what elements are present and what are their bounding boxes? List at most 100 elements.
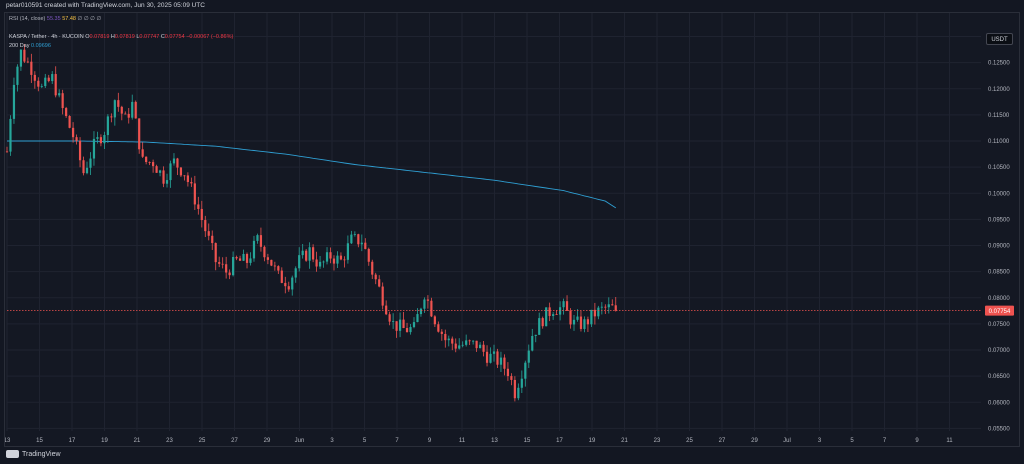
x-tick-label: 15 bbox=[36, 438, 43, 444]
candle-body bbox=[451, 338, 454, 344]
candle-body bbox=[388, 314, 391, 322]
candle-body bbox=[322, 261, 325, 263]
candle-body bbox=[440, 331, 443, 334]
ma-layer bbox=[7, 140, 617, 209]
x-tick-label: 19 bbox=[589, 438, 596, 444]
candle-body bbox=[96, 137, 99, 139]
candle-body bbox=[392, 321, 395, 323]
candle-body bbox=[430, 300, 433, 317]
x-tick-label: 9 bbox=[915, 438, 919, 444]
x-tick-label: 9 bbox=[428, 438, 432, 444]
chart-pane[interactable]: 0.07754 0.130000.125000.120000.115000.11… bbox=[4, 12, 1020, 447]
x-tick-label: 17 bbox=[69, 438, 76, 444]
candle-body bbox=[9, 118, 12, 152]
x-tick-label: 21 bbox=[621, 438, 628, 444]
candle-body bbox=[499, 357, 503, 365]
l-label: L bbox=[136, 34, 140, 40]
ohlc-legend: KASPA / Tether · 4h · KUCOIN O0.07819 H0… bbox=[9, 34, 233, 40]
candle-body bbox=[552, 314, 555, 316]
bottom-bar bbox=[0, 447, 1024, 464]
candle-body bbox=[412, 322, 416, 328]
candle-body bbox=[235, 256, 238, 259]
candle-body bbox=[110, 116, 113, 118]
candle-body bbox=[228, 272, 231, 276]
candle-body bbox=[374, 274, 377, 280]
y-tick-label: 0.12000 bbox=[988, 87, 1010, 93]
candle-body bbox=[113, 100, 116, 118]
candle-body bbox=[579, 316, 583, 329]
y-tick-label: 0.09500 bbox=[988, 217, 1010, 223]
ma-value: 0.09696 bbox=[31, 43, 51, 49]
candle-body bbox=[600, 306, 603, 308]
candle-body bbox=[252, 240, 256, 259]
y-tick-label: 0.11500 bbox=[988, 113, 1010, 119]
y-tick-label: 0.07500 bbox=[988, 322, 1010, 328]
x-tick-label: 7 bbox=[883, 438, 887, 444]
y-tick-label: 0.05500 bbox=[988, 426, 1010, 432]
y-tick-label: 0.06500 bbox=[988, 374, 1010, 380]
candle-body bbox=[586, 319, 590, 325]
candle-body bbox=[12, 84, 16, 119]
candle-body bbox=[482, 344, 485, 352]
candle-body bbox=[433, 316, 436, 325]
candle-body bbox=[37, 80, 40, 87]
candle-body bbox=[26, 61, 29, 63]
candle-body bbox=[534, 334, 537, 336]
candle-body bbox=[492, 351, 496, 354]
candle-body bbox=[364, 242, 367, 249]
y-tick-label: 0.10000 bbox=[988, 191, 1010, 197]
candle-body bbox=[360, 242, 363, 245]
rsi-legend: RSI (14, close) 55.35 57.48 ∅ ∅ ∅ ∅ bbox=[9, 16, 101, 22]
y-tick-label: 0.11000 bbox=[988, 139, 1010, 145]
candle-body bbox=[242, 253, 245, 261]
c-label: C bbox=[160, 34, 165, 40]
candle-body bbox=[197, 204, 200, 209]
candle-body bbox=[78, 140, 82, 161]
change-value: −0.00067 (−0.86%) bbox=[186, 34, 234, 40]
x-tick-label: 29 bbox=[751, 438, 758, 444]
candle-body bbox=[92, 138, 96, 159]
rsi-value-b: 57.48 bbox=[62, 16, 76, 22]
candle-body bbox=[145, 156, 148, 163]
candle-body bbox=[555, 314, 558, 315]
candle-body bbox=[339, 255, 343, 260]
candle-body bbox=[475, 340, 478, 349]
h-label: H bbox=[110, 34, 115, 40]
candle-body bbox=[183, 175, 186, 177]
candle-body bbox=[134, 101, 137, 119]
candle-body bbox=[138, 118, 141, 150]
top-bar: petar010591 created with TradingView.com… bbox=[0, 0, 1024, 12]
candle-body bbox=[259, 235, 263, 247]
candle-body bbox=[308, 247, 311, 261]
candle-body bbox=[353, 234, 356, 236]
candle-body bbox=[496, 351, 499, 365]
x-tick-label: 23 bbox=[166, 438, 173, 444]
low-value: 0.07747 bbox=[139, 34, 160, 40]
candle-body bbox=[398, 319, 402, 331]
candle-body bbox=[204, 220, 207, 232]
candle-body bbox=[485, 351, 489, 363]
high-value: 0.07819 bbox=[114, 34, 135, 40]
candle-body bbox=[583, 319, 586, 329]
candle-body bbox=[301, 250, 304, 256]
price-chart[interactable]: 0.07754 0.130000.125000.120000.115000.11… bbox=[5, 13, 1019, 446]
y-tick-label: 0.09000 bbox=[988, 244, 1010, 250]
candle-body bbox=[506, 368, 510, 377]
candle-body bbox=[458, 345, 461, 349]
candle-body bbox=[40, 86, 43, 87]
ma-label: 200 Day bbox=[9, 43, 30, 49]
x-tick-label: 25 bbox=[686, 438, 693, 444]
currency-button[interactable]: USDT bbox=[986, 33, 1013, 45]
y-tick-label: 0.07000 bbox=[988, 348, 1010, 354]
last-price-line: 0.07754 bbox=[7, 305, 1014, 316]
x-tick-label: Jul bbox=[783, 438, 791, 444]
time-axis: 13 15 17 19 21 23 25 27 29 Jun 3 5 7 9 11 13 15 17 19 21 23 2… bbox=[5, 438, 953, 444]
candle-body bbox=[350, 234, 353, 244]
candle-body bbox=[207, 231, 210, 236]
tradingview-logo[interactable]: TradingView bbox=[6, 450, 61, 458]
chart-grid bbox=[6, 13, 981, 431]
candle-body bbox=[524, 362, 527, 379]
candle-body bbox=[489, 353, 492, 363]
chart-credit: petar010591 created with TradingView.com… bbox=[6, 2, 205, 9]
candle-body bbox=[176, 158, 179, 168]
